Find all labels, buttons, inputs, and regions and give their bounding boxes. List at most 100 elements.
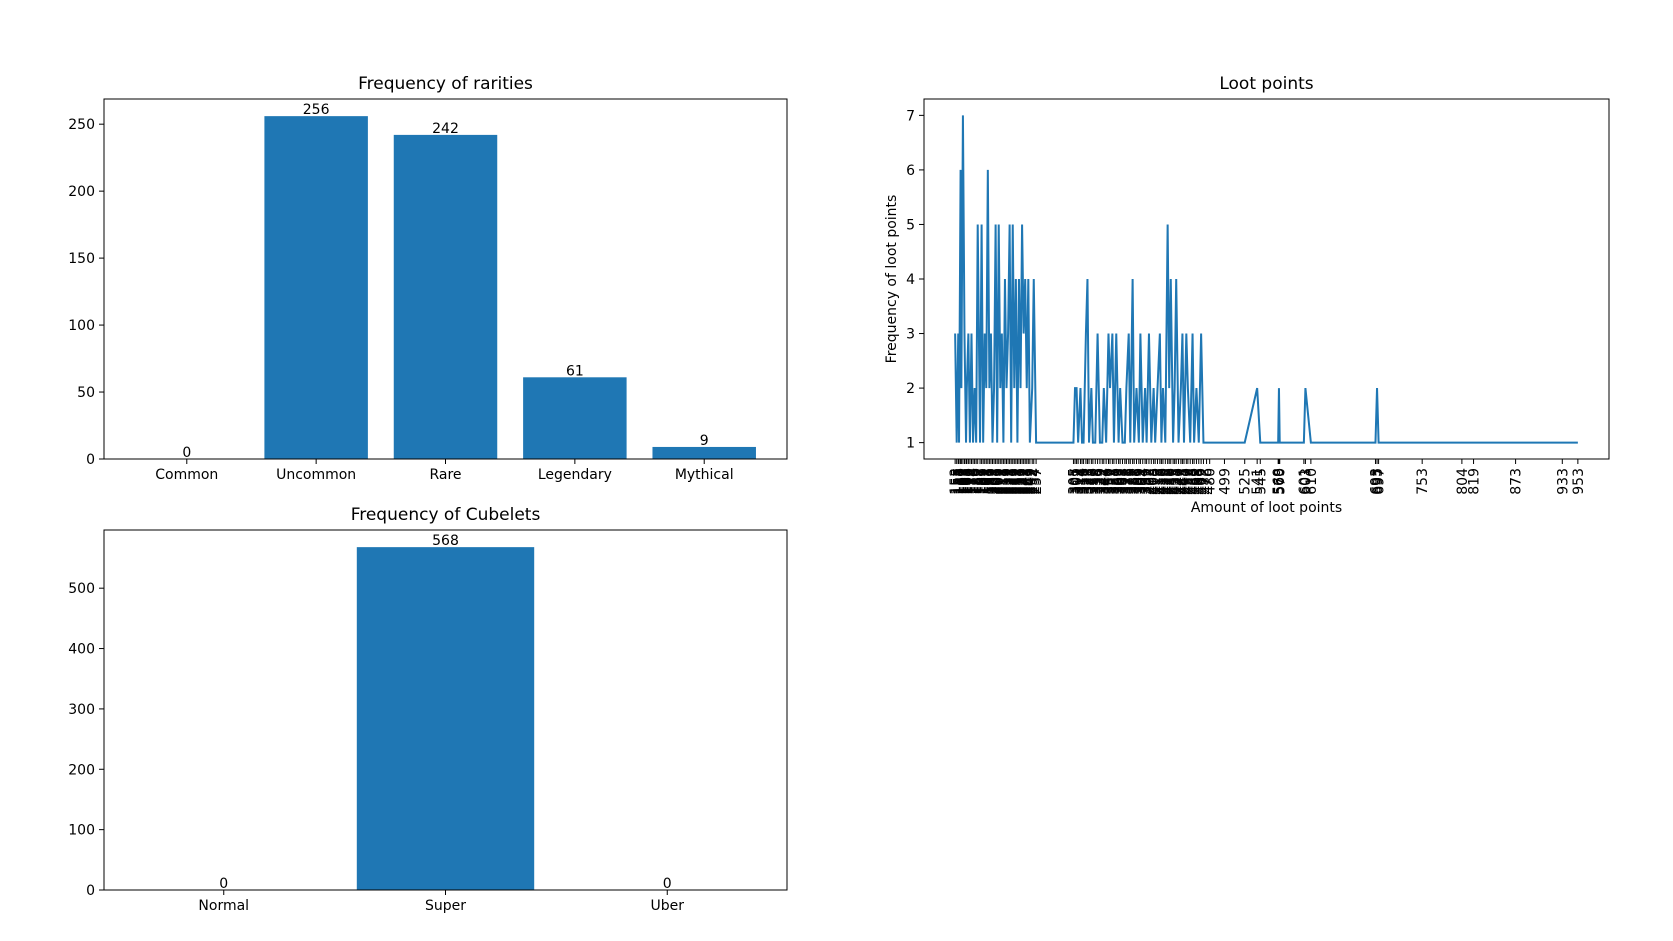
x-tick-label: 229: [1007, 468, 1023, 495]
x-tick-label: 435: [1168, 468, 1184, 495]
x-tick-label: 460: [1187, 468, 1203, 495]
x-tick-label: 197: [982, 468, 998, 495]
x-tick-label: 347: [1099, 468, 1115, 495]
x-tick-label: 804: [1455, 468, 1471, 495]
x-tick-label: 423: [1158, 468, 1174, 495]
x-tick-label: 433: [1166, 468, 1182, 495]
x-tick-label: 365: [1113, 468, 1129, 495]
x-tick-label: 371: [1118, 468, 1134, 495]
x-tick-label: 167: [959, 468, 975, 495]
x-tick-label: 241: [1017, 468, 1033, 495]
value-label: 256: [303, 102, 330, 118]
x-tick-label: 330: [1086, 468, 1102, 495]
x-tick-label: 352: [1103, 468, 1119, 495]
x-tick-label: 430: [1164, 468, 1180, 495]
x-tick-label: 221: [1001, 468, 1017, 495]
x-tick-label: 193: [979, 468, 995, 495]
x-tick-label: 363: [1112, 468, 1128, 495]
x-tick-label: 466: [1192, 468, 1208, 495]
x-tick-label: 318: [1077, 468, 1093, 495]
x-tick-label: 428: [1162, 468, 1178, 495]
x-tick-label: 413: [1151, 468, 1167, 495]
x-tick-label: 476: [1200, 468, 1216, 495]
x-tick-label: 217: [998, 468, 1014, 495]
x-tick-label: 161: [954, 468, 970, 495]
x-tick-label: 437: [1169, 468, 1185, 495]
x-tick-label: 443: [1174, 468, 1190, 495]
x-tick-label: 463: [1189, 468, 1205, 495]
x-tick-label: 245: [1020, 468, 1036, 495]
x-tick-label: 305: [1066, 468, 1082, 495]
y-tick-label: 3: [906, 327, 915, 343]
x-tick-label: 231: [1009, 468, 1025, 495]
x-tick-label: 227: [1006, 468, 1022, 495]
x-tick-label: Legendary: [538, 467, 612, 483]
x-tick-label: 157: [951, 468, 967, 495]
y-tick-label: 200: [68, 184, 95, 200]
y-tick-label: 100: [68, 823, 95, 839]
x-tick-label: 158: [952, 468, 968, 495]
axes-frame: [103, 529, 788, 891]
x-tick-label: 201: [986, 468, 1002, 495]
x-tick-label: 378: [1123, 468, 1139, 495]
x-tick-label: 383: [1127, 468, 1143, 495]
x-tick-label: 525: [1238, 468, 1254, 495]
x-tick-label: 235: [1012, 468, 1028, 495]
y-tick-label: 2: [906, 381, 915, 397]
y-axis-label: Frequency of loot points: [884, 195, 900, 364]
x-tick-label: 328: [1084, 468, 1100, 495]
x-tick-label: 447: [1177, 468, 1193, 495]
x-tick-label: 545: [1253, 468, 1269, 495]
x-tick-label: Mythical: [675, 467, 734, 483]
x-tick-label: 203: [987, 468, 1003, 495]
y-tick-label: 0: [86, 452, 95, 468]
x-tick-label: 316: [1075, 468, 1091, 495]
y-tick-label: 400: [68, 642, 95, 658]
x-tick-label: 373: [1119, 468, 1135, 495]
x-tick-label: 252: [1025, 468, 1041, 495]
y-tick-label: 200: [68, 762, 95, 778]
x-tick-label: 187: [975, 468, 991, 495]
x-tick-label: 416: [1153, 468, 1169, 495]
x-tick-label: 469: [1194, 468, 1210, 495]
x-tick-label: 339: [1093, 468, 1109, 495]
value-label: 242: [432, 121, 459, 137]
x-tick-label: 391: [1133, 468, 1149, 495]
x-tick-label: 314: [1073, 468, 1089, 495]
x-tick-label: 402: [1142, 468, 1158, 495]
x-tick-label: 450: [1179, 468, 1195, 495]
bar: [356, 547, 535, 890]
bar: [523, 377, 627, 459]
x-tick-label: 189: [976, 468, 992, 495]
x-tick-label: 199: [984, 468, 1000, 495]
x-tick-label: 953: [1571, 468, 1587, 495]
x-tick-label: 247: [1021, 468, 1037, 495]
x-tick-label: 239: [1015, 468, 1031, 495]
axes-frame: [103, 98, 788, 460]
x-tick-label: 603: [1298, 468, 1314, 495]
value-label: 0: [219, 876, 228, 892]
x-tick-label: 168: [960, 468, 976, 495]
x-tick-label: 182: [971, 468, 987, 495]
y-tick-label: 6: [906, 163, 915, 179]
x-tick-label: 397: [1138, 468, 1154, 495]
x-tick-label: 350: [1101, 468, 1117, 495]
x-tick-label: 225: [1004, 468, 1020, 495]
x-tick-label: 389: [1132, 468, 1148, 495]
x-tick-label: 215: [996, 468, 1012, 495]
x-tick-label: 418: [1154, 468, 1170, 495]
x-tick-label: 472: [1196, 468, 1212, 495]
x-tick-label: 480: [1203, 468, 1219, 495]
x-tick-label: 178: [968, 468, 984, 495]
chart-title: Loot points: [1219, 74, 1313, 94]
x-tick-label: 195: [981, 468, 997, 495]
value-label: 9: [700, 433, 709, 449]
x-tick-label: 568: [1271, 468, 1287, 495]
x-tick-label: 311: [1071, 468, 1087, 495]
y-tick-label: 7: [906, 108, 915, 124]
x-tick-label: 933: [1555, 468, 1571, 495]
x-tick-label: 309: [1070, 468, 1086, 495]
x-tick-label: Super: [425, 898, 466, 914]
x-tick-label: 307: [1068, 468, 1084, 495]
x-tick-label: 170: [961, 468, 977, 495]
